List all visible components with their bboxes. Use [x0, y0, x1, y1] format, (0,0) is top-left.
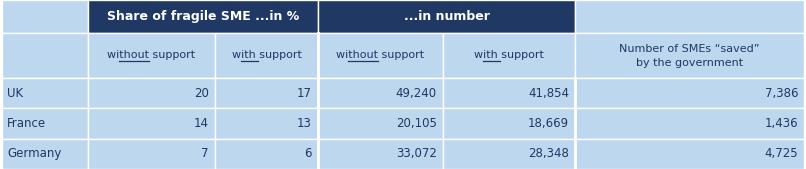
Bar	[2, 0, 88, 33]
Text: Share of fragile SME ...in %: Share of fragile SME ...in %	[107, 10, 299, 23]
Bar	[443, 78, 575, 108]
Text: 6: 6	[305, 147, 312, 160]
Bar	[2, 33, 88, 78]
Bar	[318, 78, 443, 108]
Text: 7,386: 7,386	[765, 87, 798, 100]
Bar	[318, 108, 443, 139]
Text: with support: with support	[231, 51, 301, 61]
Text: 20: 20	[194, 87, 209, 100]
Text: 28,348: 28,348	[528, 147, 569, 160]
Bar	[2, 139, 88, 169]
Text: Germany: Germany	[7, 147, 61, 160]
Text: by the government: by the government	[636, 57, 743, 67]
Bar	[88, 108, 215, 139]
Bar	[318, 139, 443, 169]
Text: Number of SMEs “saved”: Number of SMEs “saved”	[619, 43, 760, 54]
Bar	[215, 78, 318, 108]
Bar	[575, 33, 804, 78]
Bar	[215, 108, 318, 139]
Bar	[575, 139, 804, 169]
Text: 13: 13	[297, 117, 312, 130]
Bar	[215, 139, 318, 169]
Bar	[215, 33, 318, 78]
Text: France: France	[7, 117, 46, 130]
Bar	[318, 33, 443, 78]
Bar	[318, 0, 575, 33]
Bar	[88, 78, 215, 108]
Text: 14: 14	[194, 117, 209, 130]
Bar	[443, 108, 575, 139]
Text: 41,854: 41,854	[528, 87, 569, 100]
Text: 4,725: 4,725	[764, 147, 798, 160]
Text: 7: 7	[202, 147, 209, 160]
Text: 49,240: 49,240	[396, 87, 437, 100]
Text: UK: UK	[7, 87, 23, 100]
Bar	[88, 33, 215, 78]
Bar	[2, 78, 88, 108]
Bar	[2, 108, 88, 139]
Bar	[575, 108, 804, 139]
Bar	[443, 33, 575, 78]
Text: without support: without support	[336, 51, 425, 61]
Text: 33,072: 33,072	[396, 147, 437, 160]
Bar	[575, 78, 804, 108]
Text: ...in number: ...in number	[404, 10, 489, 23]
Text: without support: without support	[107, 51, 196, 61]
Text: 1,436: 1,436	[764, 117, 798, 130]
Text: 17: 17	[297, 87, 312, 100]
Text: with support: with support	[474, 51, 544, 61]
Text: 18,669: 18,669	[528, 117, 569, 130]
Bar	[88, 139, 215, 169]
Bar	[88, 0, 318, 33]
Text: 20,105: 20,105	[396, 117, 437, 130]
Bar	[575, 0, 804, 33]
Bar	[443, 139, 575, 169]
